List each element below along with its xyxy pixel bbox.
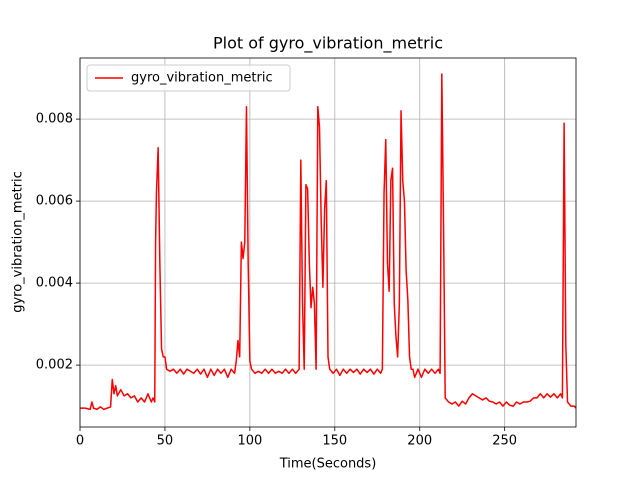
data-line xyxy=(80,73,577,411)
legend-box xyxy=(86,64,291,92)
y-axis-label: gyro_vibration_metric xyxy=(11,171,26,313)
x-tick-label: 100 xyxy=(237,434,262,449)
x-axis-label: Time(Seconds) xyxy=(279,457,377,472)
x-tick-label: 200 xyxy=(407,434,432,449)
y-tick-label: 0.004 xyxy=(36,276,73,291)
x-tick-label: 150 xyxy=(322,434,347,449)
x-tick-label: 250 xyxy=(492,434,517,449)
y-tick-label: 0.002 xyxy=(36,358,73,373)
x-tick-label: 0 xyxy=(76,434,84,449)
legend-label: gyro_vibration_metric xyxy=(131,71,273,86)
plot-frame xyxy=(79,57,577,428)
x-tick-label: 50 xyxy=(157,434,174,449)
chart-title: Plot of gyro_vibration_metric xyxy=(213,34,443,54)
y-tick-label: 0.006 xyxy=(36,194,73,209)
y-tick-label: 0.008 xyxy=(36,112,73,127)
